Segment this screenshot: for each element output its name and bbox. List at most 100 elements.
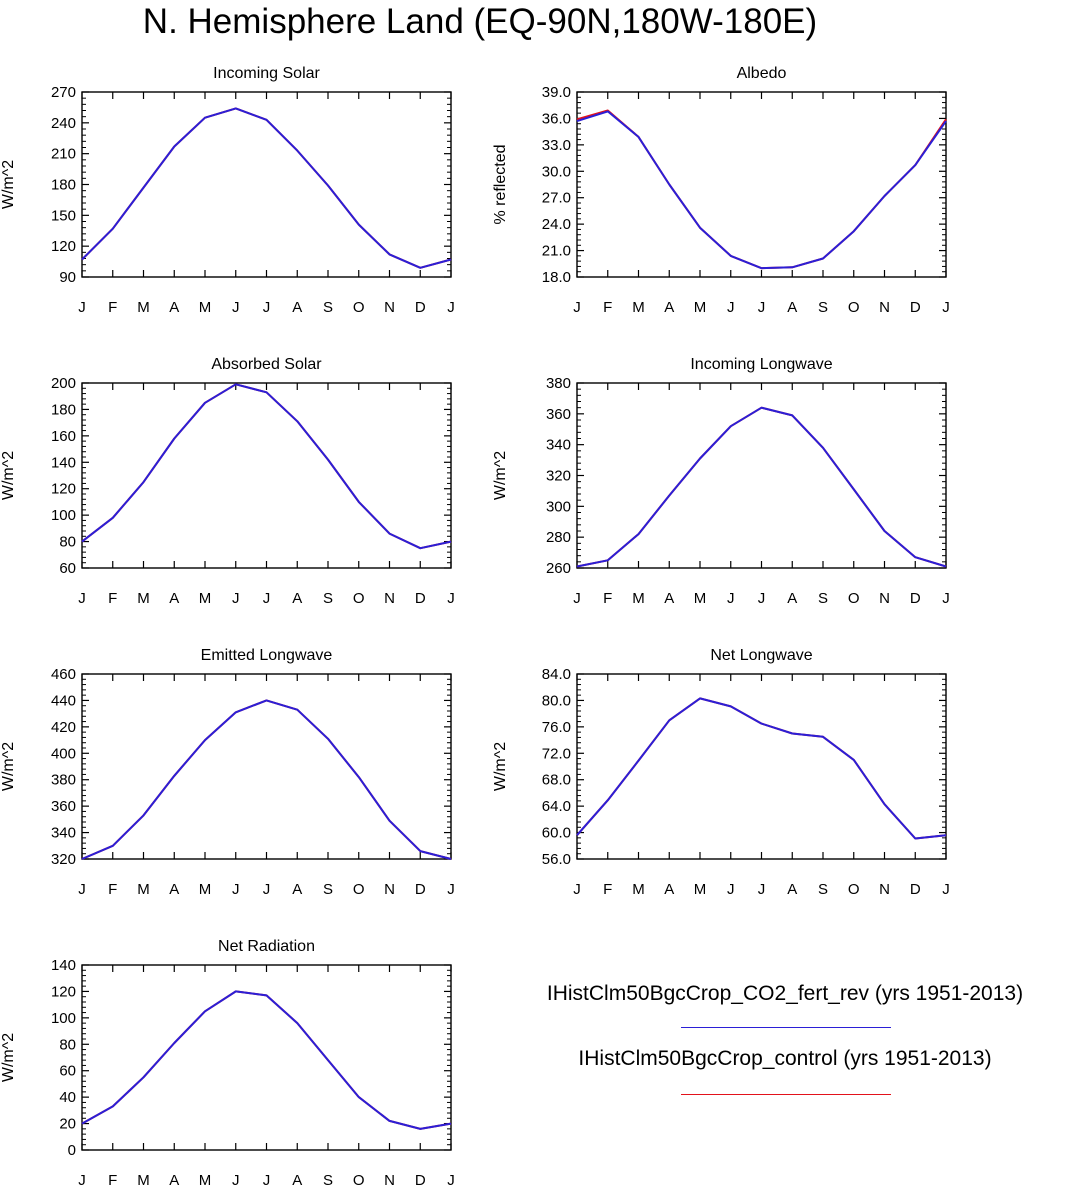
y-tick-label: 100 (51, 507, 76, 524)
series-line-co2-fert-rev (81, 383, 452, 550)
x-tick-label: J (727, 881, 735, 898)
y-tick-label: 27.0 (542, 190, 571, 207)
x-tick-label: J (447, 1172, 455, 1187)
series-line-co2-fert-rev (576, 110, 947, 270)
x-tick-label: F (603, 299, 612, 316)
y-tick-label: 140 (51, 454, 76, 471)
x-tick-label: O (353, 881, 365, 898)
x-tick-label: J (78, 1172, 86, 1187)
x-tick-label: M (694, 881, 707, 898)
x-tick-label: M (199, 590, 212, 607)
x-tick-label: F (108, 1172, 117, 1187)
series-line-co2-fert-rev (81, 107, 452, 269)
y-tick-label: 180 (51, 401, 76, 418)
x-tick-label: J (232, 299, 240, 316)
x-tick-label: M (632, 881, 645, 898)
x-tick-label: M (137, 299, 150, 316)
x-tick-label: M (632, 299, 645, 316)
x-tick-label: A (292, 1172, 302, 1187)
chart-emitted-longwave: J F M A M J J A S O N D J320340360380400420440460Emi… (0, 647, 455, 898)
x-tick-label: D (415, 881, 426, 898)
y-tick-label: 80 (59, 534, 76, 551)
x-tick-label: J (263, 1172, 271, 1187)
x-tick-label: J (573, 881, 581, 898)
y-tick-label: 160 (51, 428, 76, 445)
x-tick-label: D (415, 1172, 426, 1187)
x-tick-label: A (787, 881, 797, 898)
y-tick-label: 240 (51, 115, 76, 132)
series-line-control (81, 107, 452, 269)
y-tick-label: 320 (546, 468, 571, 485)
x-tick-label: J (263, 590, 271, 607)
x-tick-label: M (199, 881, 212, 898)
x-tick-label: M (694, 590, 707, 607)
y-tick-label: 400 (51, 745, 76, 762)
plot-frame (81, 382, 452, 569)
x-tick-label: M (199, 1172, 212, 1187)
x-tick-label: N (879, 299, 890, 316)
y-tick-label: 150 (51, 207, 76, 224)
y-axis-label: W/m^2 (0, 742, 17, 791)
chart-title: Incoming Longwave (690, 356, 832, 373)
x-tick-label: A (169, 1172, 179, 1187)
series-line-co2-fert-rev (81, 699, 452, 860)
y-tick-label: 140 (51, 957, 76, 974)
y-tick-label: 440 (51, 692, 76, 709)
x-tick-label: M (694, 299, 707, 316)
y-tick-label: 200 (51, 375, 76, 392)
x-tick-label: F (108, 881, 117, 898)
chart-title: Albedo (737, 65, 787, 82)
x-tick-label: O (848, 299, 860, 316)
x-tick-label: J (78, 299, 86, 316)
x-tick-label: J (942, 590, 950, 607)
plot-frame (81, 673, 452, 860)
series-line-co2-fert-rev (81, 990, 452, 1130)
y-tick-label: 420 (51, 719, 76, 736)
x-tick-label: S (818, 881, 828, 898)
x-tick-label: J (727, 299, 735, 316)
y-axis-label: % reflected (492, 144, 509, 224)
y-tick-label: 76.0 (542, 719, 571, 736)
x-tick-label: N (879, 881, 890, 898)
y-tick-label: 270 (51, 84, 76, 101)
x-tick-label: M (137, 881, 150, 898)
x-tick-label: J (758, 590, 766, 607)
series-line-co2-fert-rev (576, 406, 947, 568)
x-tick-label: F (108, 299, 117, 316)
x-tick-label: M (137, 1172, 150, 1187)
x-tick-label: A (169, 299, 179, 316)
x-tick-label: N (384, 299, 395, 316)
series-line-control (81, 990, 452, 1130)
y-axis-label: W/m^2 (492, 451, 509, 500)
y-tick-label: 84.0 (542, 666, 571, 683)
chart-title: Emitted Longwave (201, 647, 333, 664)
y-axis-label: W/m^2 (492, 742, 509, 791)
x-tick-label: N (879, 590, 890, 607)
y-tick-label: 100 (51, 1010, 76, 1027)
y-tick-label: 460 (51, 666, 76, 683)
x-tick-label: J (573, 590, 581, 607)
y-tick-label: 24.0 (542, 216, 571, 233)
legend-label-control: IHistClm50BgcCrop_control (yrs 1951-2013… (578, 1047, 992, 1070)
y-tick-label: 90 (59, 269, 76, 286)
x-tick-label: J (942, 299, 950, 316)
chart-title: Incoming Solar (213, 65, 320, 82)
x-tick-label: N (384, 590, 395, 607)
y-tick-label: 340 (546, 437, 571, 454)
x-tick-label: O (353, 299, 365, 316)
y-tick-label: 30.0 (542, 163, 571, 180)
y-tick-label: 380 (546, 375, 571, 392)
x-tick-label: J (232, 1172, 240, 1187)
y-tick-label: 0 (68, 1142, 76, 1159)
y-axis-label: W/m^2 (0, 1033, 17, 1082)
x-tick-label: O (353, 1172, 365, 1187)
x-tick-label: N (384, 1172, 395, 1187)
x-tick-label: M (137, 590, 150, 607)
y-tick-label: 120 (51, 481, 76, 498)
x-tick-label: J (942, 881, 950, 898)
legend-line-control (681, 1094, 891, 1095)
x-tick-label: S (818, 299, 828, 316)
x-tick-label: S (323, 299, 333, 316)
plot-frame (576, 673, 947, 860)
x-tick-label: M (199, 299, 212, 316)
